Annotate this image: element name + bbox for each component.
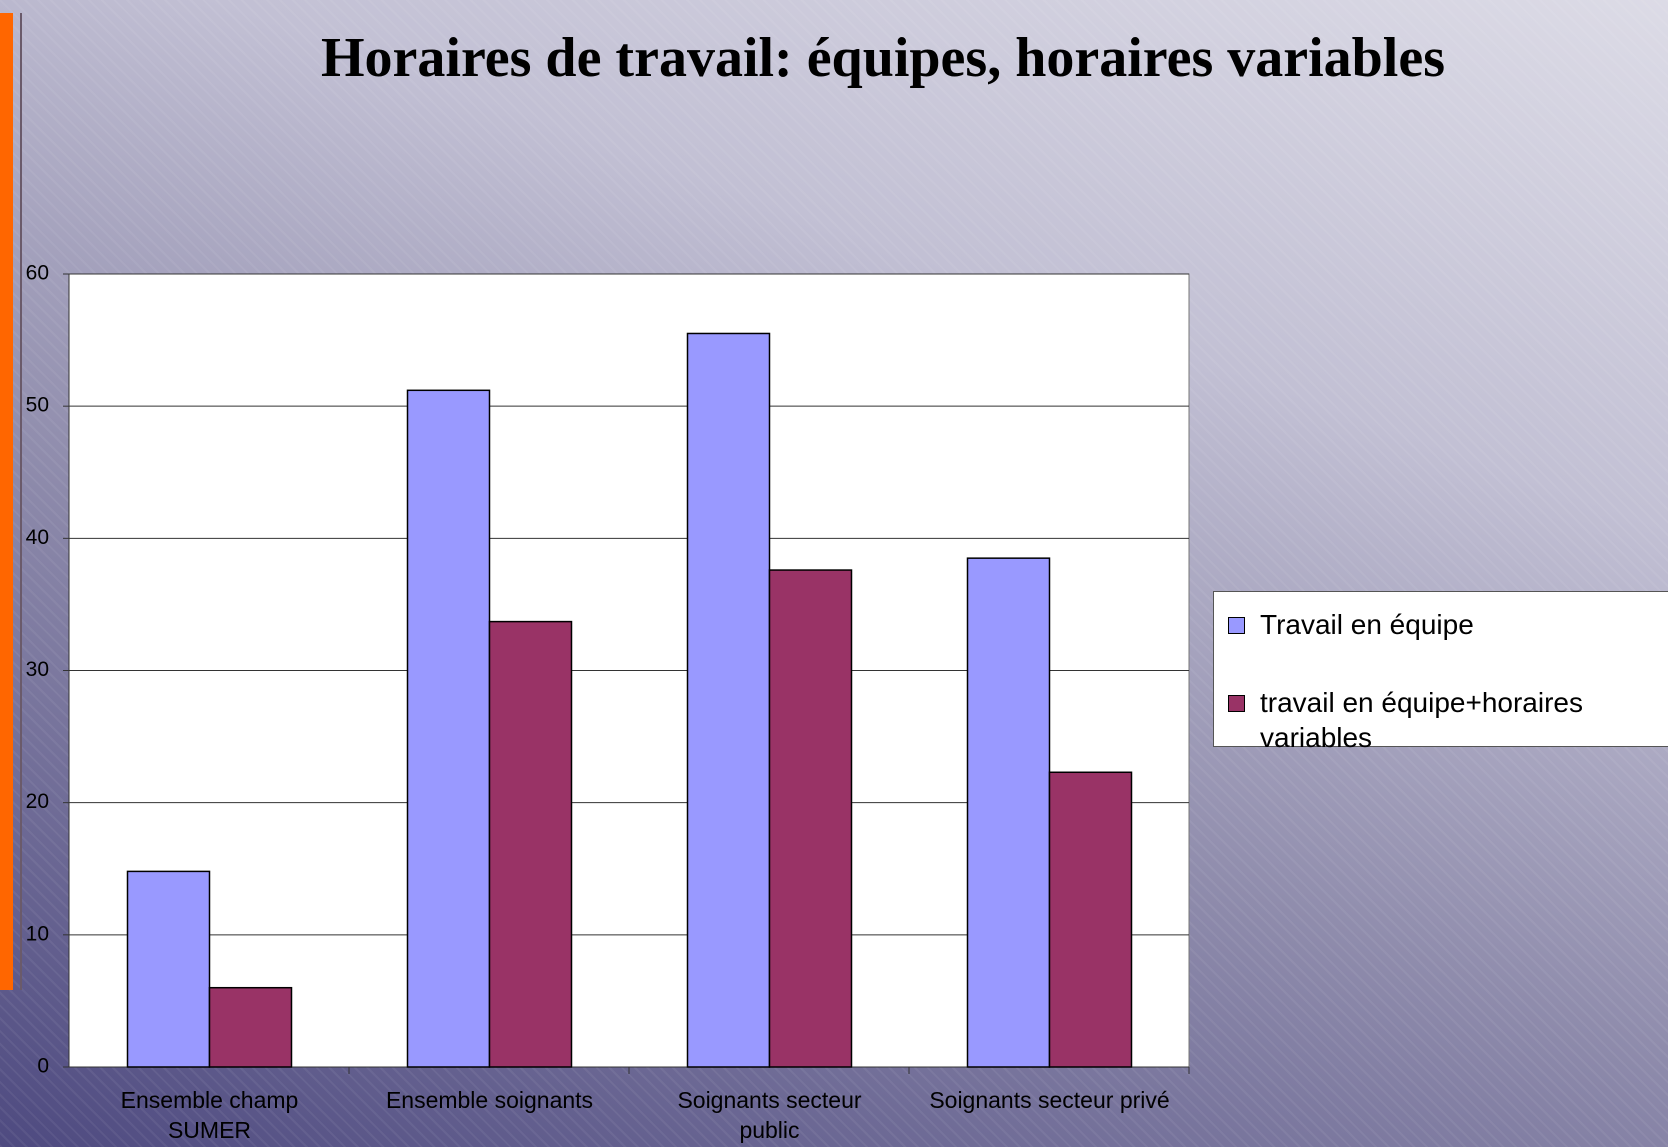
x-tick-label: Soignants secteur privé: [929, 1087, 1170, 1113]
accent-bar: [0, 13, 13, 990]
y-tick-label: 50: [26, 394, 49, 417]
y-tick-label: 0: [37, 1055, 49, 1078]
x-tick-label: Ensemble soignants: [385, 1087, 594, 1113]
legend-item: travail en équipe+horaires variables: [1228, 685, 1668, 755]
bar: [126, 870, 211, 1068]
y-tick-label: 60: [26, 262, 49, 285]
x-tick-label: Ensemble champ SUMER: [120, 1087, 299, 1143]
bar: [966, 557, 1051, 1068]
bar: [488, 620, 573, 1068]
y-tick-label: 40: [26, 526, 49, 549]
legend-swatch: [1228, 695, 1245, 712]
y-tick-label: 10: [26, 922, 49, 945]
legend-label: travail en équipe+horaires variables: [1260, 687, 1583, 753]
bar: [208, 986, 293, 1068]
y-tick-label: 30: [26, 658, 49, 681]
legend-swatch: [1228, 617, 1245, 634]
bar: [406, 389, 491, 1068]
bar: [1048, 771, 1133, 1068]
x-tick-label: Soignants secteur public: [677, 1087, 862, 1143]
legend-item: Travail en équipe: [1228, 607, 1668, 642]
y-tick-label: 20: [26, 790, 49, 813]
bar: [768, 569, 853, 1068]
chart-title: Horaires de travail: équipes, horaires v…: [320, 27, 1446, 89]
legend-label: Travail en équipe: [1260, 609, 1474, 640]
legend: Travail en équipe travail en équipe+horai…: [1213, 591, 1668, 753]
bar: [686, 332, 771, 1068]
